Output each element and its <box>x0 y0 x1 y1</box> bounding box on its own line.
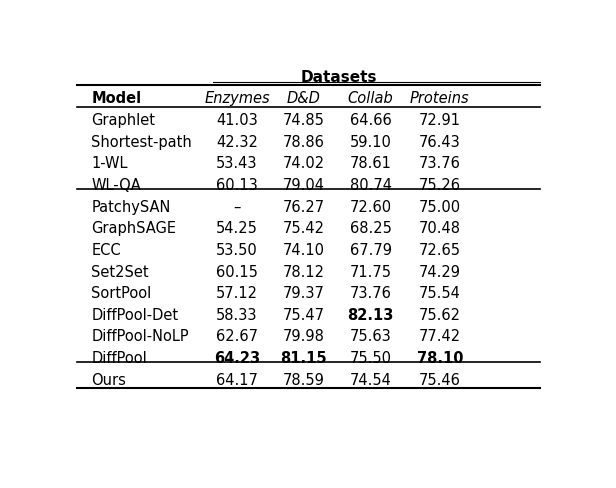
Text: 59.10: 59.10 <box>350 135 392 150</box>
Text: 57.12: 57.12 <box>216 286 258 301</box>
Text: 72.60: 72.60 <box>349 200 392 215</box>
Text: 53.43: 53.43 <box>216 156 257 171</box>
Text: D&D: D&D <box>287 91 321 106</box>
Text: 75.63: 75.63 <box>350 329 392 345</box>
Text: 75.46: 75.46 <box>419 373 461 388</box>
Text: 78.12: 78.12 <box>283 264 325 280</box>
Text: Enzymes: Enzymes <box>204 91 270 106</box>
Text: Shortest-path: Shortest-path <box>91 135 192 150</box>
Text: 76.27: 76.27 <box>283 200 325 215</box>
Text: Collab: Collab <box>347 91 394 106</box>
Text: 74.29: 74.29 <box>419 264 461 280</box>
Text: 73.76: 73.76 <box>419 156 461 171</box>
Text: GraphSAGE: GraphSAGE <box>91 221 176 236</box>
Text: 42.32: 42.32 <box>216 135 258 150</box>
Text: SortPool: SortPool <box>91 286 152 301</box>
Text: 71.75: 71.75 <box>350 264 392 280</box>
Text: 72.65: 72.65 <box>419 243 461 258</box>
Text: 78.61: 78.61 <box>350 156 392 171</box>
Text: WL-QA: WL-QA <box>91 178 141 193</box>
Text: 68.25: 68.25 <box>350 221 392 236</box>
Text: 67.79: 67.79 <box>350 243 392 258</box>
Text: 79.04: 79.04 <box>283 178 325 193</box>
Text: 74.02: 74.02 <box>283 156 325 171</box>
Text: –: – <box>233 200 241 215</box>
Text: Ours: Ours <box>91 373 126 388</box>
Text: 64.23: 64.23 <box>214 351 260 366</box>
Text: 75.26: 75.26 <box>419 178 461 193</box>
Text: Datasets: Datasets <box>300 70 376 85</box>
Text: 60.13: 60.13 <box>216 178 258 193</box>
Text: 78.10: 78.10 <box>416 351 463 366</box>
Text: 79.98: 79.98 <box>283 329 325 345</box>
Text: 64.17: 64.17 <box>216 373 258 388</box>
Text: 75.54: 75.54 <box>419 286 461 301</box>
Text: 75.62: 75.62 <box>419 308 461 323</box>
Text: 73.76: 73.76 <box>350 286 392 301</box>
Text: 58.33: 58.33 <box>216 308 257 323</box>
Text: 74.10: 74.10 <box>283 243 325 258</box>
Text: Graphlet: Graphlet <box>91 113 155 128</box>
Text: 76.43: 76.43 <box>419 135 461 150</box>
Text: 75.42: 75.42 <box>283 221 325 236</box>
Text: ECC: ECC <box>91 243 121 258</box>
Text: 80.74: 80.74 <box>350 178 392 193</box>
Text: 60.15: 60.15 <box>216 264 258 280</box>
Text: 75.47: 75.47 <box>283 308 325 323</box>
Text: 41.03: 41.03 <box>216 113 258 128</box>
Text: 74.85: 74.85 <box>283 113 325 128</box>
Text: 74.54: 74.54 <box>350 373 392 388</box>
Text: 1-WL: 1-WL <box>91 156 128 171</box>
Text: 54.25: 54.25 <box>216 221 258 236</box>
Text: 72.91: 72.91 <box>419 113 461 128</box>
Text: DiffPool-NoLP: DiffPool-NoLP <box>91 329 189 345</box>
Text: Proteins: Proteins <box>410 91 469 106</box>
Text: Model: Model <box>91 91 142 106</box>
Text: PatchySAN: PatchySAN <box>91 200 171 215</box>
Text: 77.42: 77.42 <box>419 329 461 345</box>
Text: DiffPool-Det: DiffPool-Det <box>91 308 179 323</box>
Text: 78.86: 78.86 <box>283 135 325 150</box>
Text: 64.66: 64.66 <box>350 113 392 128</box>
Text: Set2Set: Set2Set <box>91 264 149 280</box>
Text: 75.50: 75.50 <box>350 351 392 366</box>
Text: 62.67: 62.67 <box>216 329 258 345</box>
Text: 79.37: 79.37 <box>283 286 325 301</box>
Text: 78.59: 78.59 <box>283 373 325 388</box>
Text: 82.13: 82.13 <box>347 308 394 323</box>
Text: 70.48: 70.48 <box>419 221 461 236</box>
Text: DiffPool: DiffPool <box>91 351 147 366</box>
Text: 81.15: 81.15 <box>280 351 327 366</box>
Text: 75.00: 75.00 <box>419 200 461 215</box>
Text: 53.50: 53.50 <box>216 243 258 258</box>
